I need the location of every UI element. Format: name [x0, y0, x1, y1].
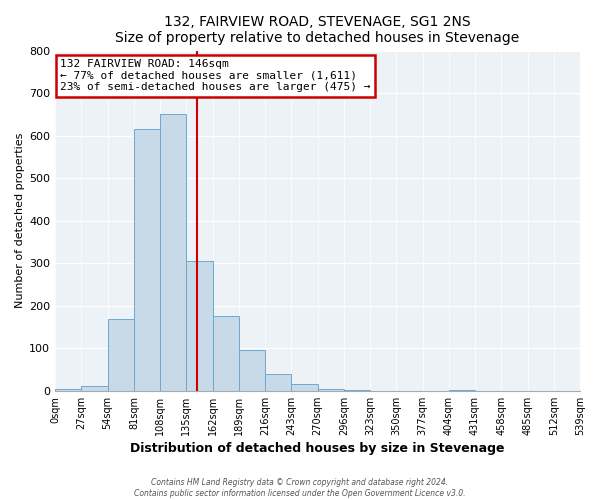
Title: 132, FAIRVIEW ROAD, STEVENAGE, SG1 2NS
Size of property relative to detached hou: 132, FAIRVIEW ROAD, STEVENAGE, SG1 2NS S… [115, 15, 520, 45]
Bar [292, 384, 317, 391]
Bar [55, 388, 82, 391]
Y-axis label: Number of detached properties: Number of detached properties [15, 133, 25, 308]
Bar [187, 261, 212, 391]
Bar [317, 388, 344, 391]
Bar [160, 114, 187, 391]
Bar [265, 374, 292, 391]
Text: 132 FAIRVIEW ROAD: 146sqm
← 77% of detached houses are smaller (1,611)
23% of se: 132 FAIRVIEW ROAD: 146sqm ← 77% of detac… [61, 59, 371, 92]
Bar [344, 390, 370, 391]
Bar [449, 390, 475, 391]
Bar [239, 350, 265, 391]
Bar [212, 316, 239, 391]
Bar [134, 129, 160, 391]
X-axis label: Distribution of detached houses by size in Stevenage: Distribution of detached houses by size … [130, 442, 505, 455]
Bar [82, 386, 107, 391]
Text: Contains HM Land Registry data © Crown copyright and database right 2024.
Contai: Contains HM Land Registry data © Crown c… [134, 478, 466, 498]
Bar [107, 318, 134, 391]
